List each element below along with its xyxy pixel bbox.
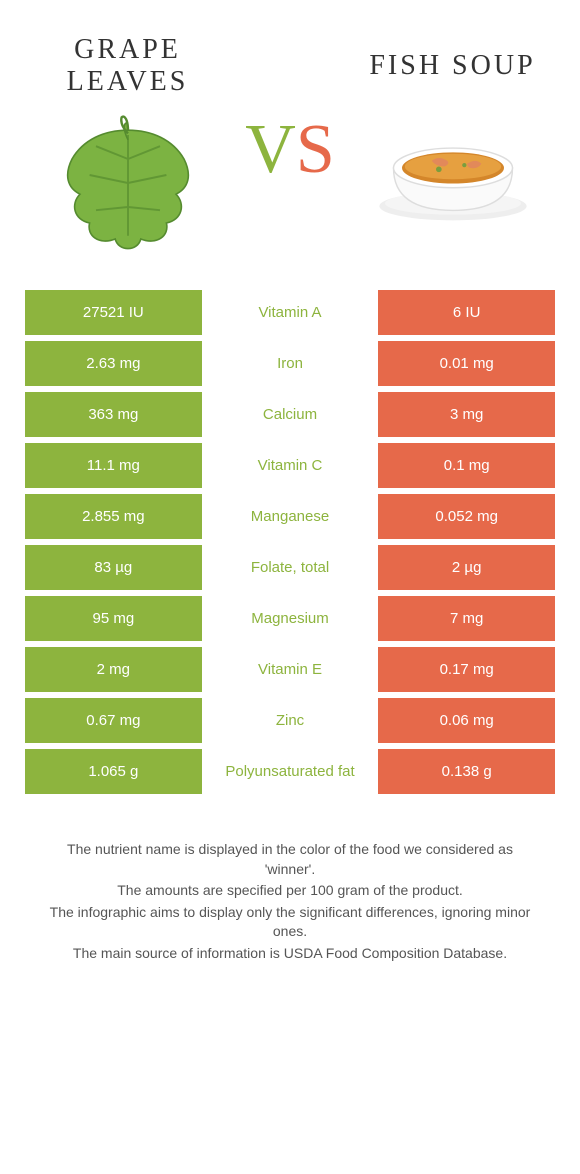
nutrient-table: 27521 IUVitamin A6 IU2.63 mgIron0.01 mg3… xyxy=(25,290,555,800)
fish-soup-icon xyxy=(368,100,538,250)
left-value-cell: 83 µg xyxy=(25,545,202,596)
nutrient-name-cell: Vitamin C xyxy=(202,443,379,494)
table-row: 0.67 mgZinc0.06 mg xyxy=(25,698,555,749)
table-row: 363 mgCalcium3 mg xyxy=(25,392,555,443)
grape-leaf-icon xyxy=(48,116,208,266)
table-row: 1.065 gPolyunsaturated fat0.138 g xyxy=(25,749,555,800)
nutrient-name-cell: Calcium xyxy=(202,392,379,443)
nutrient-name-cell: Vitamin E xyxy=(202,647,379,698)
left-value-cell: 95 mg xyxy=(25,596,202,647)
left-value-cell: 2.63 mg xyxy=(25,341,202,392)
right-value-cell: 0.138 g xyxy=(378,749,555,800)
right-value-cell: 6 IU xyxy=(378,290,555,341)
header: Grape leaves VS Fish soup xyxy=(25,30,555,270)
right-value-cell: 3 mg xyxy=(378,392,555,443)
nutrient-name-cell: Polyunsaturated fat xyxy=(202,749,379,800)
nutrient-name-cell: Vitamin A xyxy=(202,290,379,341)
footer-notes: The nutrient name is displayed in the co… xyxy=(25,840,555,964)
vs-v-letter: V xyxy=(245,111,296,188)
right-value-cell: 0.17 mg xyxy=(378,647,555,698)
right-food-column: Fish soup xyxy=(350,50,555,250)
infographic-container: Grape leaves VS Fish soup xyxy=(0,0,580,986)
right-value-cell: 0.01 mg xyxy=(378,341,555,392)
vs-text: VS xyxy=(245,110,335,190)
table-row: 27521 IUVitamin A6 IU xyxy=(25,290,555,341)
left-value-cell: 2.855 mg xyxy=(25,494,202,545)
table-row: 2 mgVitamin E0.17 mg xyxy=(25,647,555,698)
nutrient-name-cell: Folate, total xyxy=(202,545,379,596)
vs-column: VS xyxy=(230,30,350,270)
left-value-cell: 2 mg xyxy=(25,647,202,698)
right-value-cell: 0.1 mg xyxy=(378,443,555,494)
left-value-cell: 11.1 mg xyxy=(25,443,202,494)
right-value-cell: 0.06 mg xyxy=(378,698,555,749)
footer-line-4: The main source of information is USDA F… xyxy=(45,944,535,964)
left-food-column: Grape leaves xyxy=(25,34,230,266)
nutrient-name-cell: Iron xyxy=(202,341,379,392)
nutrient-name-cell: Manganese xyxy=(202,494,379,545)
footer-line-1: The nutrient name is displayed in the co… xyxy=(45,840,535,879)
table-row: 95 mgMagnesium7 mg xyxy=(25,596,555,647)
table-row: 11.1 mgVitamin C0.1 mg xyxy=(25,443,555,494)
table-row: 2.63 mgIron0.01 mg xyxy=(25,341,555,392)
right-value-cell: 2 µg xyxy=(378,545,555,596)
nutrient-name-cell: Magnesium xyxy=(202,596,379,647)
right-value-cell: 0.052 mg xyxy=(378,494,555,545)
left-food-title: Grape leaves xyxy=(67,34,189,98)
nutrient-name-cell: Zinc xyxy=(202,698,379,749)
table-row: 83 µgFolate, total2 µg xyxy=(25,545,555,596)
vs-s-letter: S xyxy=(296,111,335,188)
left-value-cell: 1.065 g xyxy=(25,749,202,800)
right-value-cell: 7 mg xyxy=(378,596,555,647)
right-food-title: Fish soup xyxy=(369,50,535,82)
footer-line-3: The infographic aims to display only the… xyxy=(45,903,535,942)
footer-line-2: The amounts are specified per 100 gram o… xyxy=(45,881,535,901)
left-value-cell: 0.67 mg xyxy=(25,698,202,749)
left-value-cell: 363 mg xyxy=(25,392,202,443)
table-row: 2.855 mgManganese0.052 mg xyxy=(25,494,555,545)
left-value-cell: 27521 IU xyxy=(25,290,202,341)
